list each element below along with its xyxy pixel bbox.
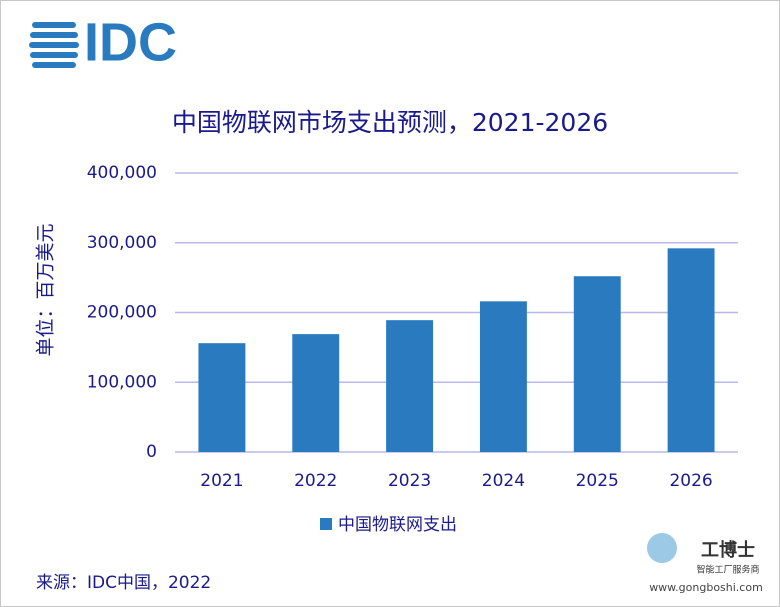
x-tick-label: 2023 [388,471,431,491]
x-tick-label: 2021 [200,471,243,491]
y-tick-label: 400,000 [87,163,157,183]
watermark-icon [647,533,677,563]
y-tick-label: 0 [146,442,157,462]
bar [479,301,527,452]
x-tick-label: 2026 [669,471,712,491]
x-tick-label: 2022 [294,471,337,491]
watermark-tagline: 智能工厂服务商 [696,564,759,576]
y-tick-label: 300,000 [87,233,157,253]
bar [292,334,340,452]
bar [198,343,246,452]
chart-title: 中国物联网市场支出预测，2021-2026 [172,108,608,137]
logo: IDC [84,12,177,72]
source: 来源：IDC中国，2022 [36,573,211,593]
y-tick-label: 100,000 [87,372,157,392]
y-axis-label: 单位：百万美元 [35,223,57,356]
watermark-url: www.gongboshi.com [649,581,763,594]
x-tick-label: 2024 [482,471,525,491]
bar [386,320,434,452]
watermark: 工博士 智能工厂服务商 www.gongboshi.com [647,533,763,594]
logo-mark [29,22,79,68]
legend-label: 中国物联网支出 [338,515,457,535]
y-tick-label: 200,000 [87,303,157,323]
watermark-brand: 工博士 [701,539,755,561]
bar [573,276,621,452]
bar [667,248,715,452]
x-tick-label: 2025 [576,471,619,491]
legend-swatch [320,518,332,530]
